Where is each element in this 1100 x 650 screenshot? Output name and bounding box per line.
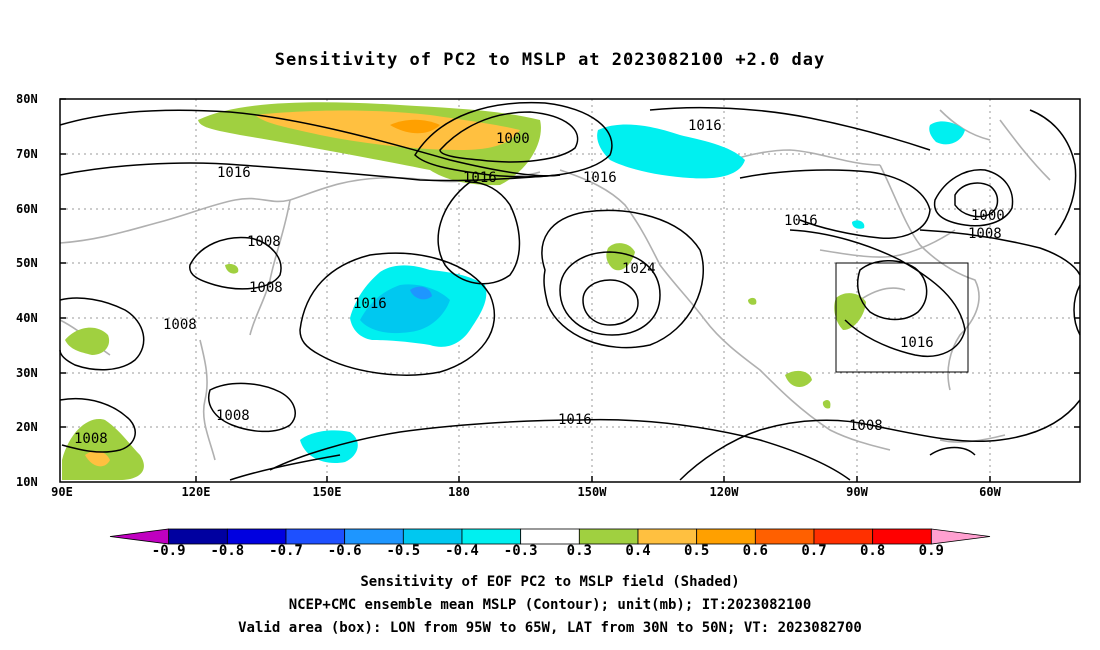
colorbar-swatch [872,528,932,545]
lat-label: 10N [16,475,38,489]
contour-label: 1016 [784,213,818,229]
lat-label: 20N [16,420,38,434]
colorbar-label: -0.5 [386,543,421,559]
lat-label: 80N [16,92,38,106]
contour-labels: 1000 1016 1016 1016 1016 1008 1008 1024 … [74,118,1005,447]
contour-label: 1016 [900,335,934,351]
colorbar-label: -0.8 [210,543,245,559]
colorbar-label: 0.4 [625,543,651,559]
coastlines [59,109,1051,461]
colorbar-label: 0.5 [684,543,710,559]
colorbar-swatch [285,528,346,545]
valid-area-box [835,262,969,373]
caption-line-1: Sensitivity of EOF PC2 to MSLP field (Sh… [360,574,740,590]
contour-label: 1008 [247,234,281,250]
colorbar-label: 0.6 [742,543,768,559]
colorbar-label: -0.3 [503,543,538,559]
contour-label: 1016 [583,170,617,186]
contour-label: 1000 [971,208,1005,224]
lon-label: 120W [709,485,739,499]
contour-label: 1016 [463,170,497,186]
grid-lines [60,99,1080,482]
colorbar-swatch [578,528,639,545]
colorbar-swatch [109,528,170,545]
colorbar-label: -0.4 [445,543,479,559]
lat-label: 70N [16,147,38,161]
lat-label: 30N [16,366,38,380]
colorbar-swatch [696,528,756,545]
shaded-negative-regions [300,121,965,464]
contour-label: 1008 [74,431,108,447]
colorbar-swatch [813,528,874,545]
contour-label: 1008 [163,317,197,333]
colorbar-swatch [461,528,522,545]
contour-label: 1008 [216,408,250,424]
lon-label: 150W [577,485,607,499]
colorbar-label: -0.6 [327,543,362,559]
contour-label: 1008 [968,226,1002,242]
lon-label: 90E [51,485,73,499]
colorbar-swatch [402,528,463,545]
colorbar-swatch [344,528,404,545]
colorbar-label: 0.3 [566,543,592,559]
contour-label: 1008 [249,280,283,296]
contour-label: 1016 [353,296,387,312]
colorbar-label: -0.7 [269,543,303,559]
lat-label: 60N [16,202,38,216]
lat-label: 50N [16,256,38,270]
contour-label: 1016 [217,165,251,181]
contour-label: 1008 [849,418,883,434]
lon-label: 60W [979,485,1001,499]
contour-label: 1016 [558,412,592,428]
mslp-contours [59,101,1081,481]
colorbar-swatch [754,528,815,545]
map-frame [59,98,1081,483]
colorbar-swatch [226,528,287,545]
chart-title: Sensitivity of PC2 to MSLP at 2023082100… [274,50,826,70]
tick-marks [60,98,1080,482]
colorbar [109,528,991,545]
colorbar-swatch [637,528,698,545]
lon-label: 180 [448,485,470,499]
contour-label: 1000 [496,131,530,147]
caption-line-3: Valid area (box): LON from 95W to 65W, L… [238,620,862,636]
lat-label: 40N [16,311,38,325]
map-background [60,99,1080,482]
colorbar-swatch [930,528,991,545]
lon-label: 120E [181,485,211,499]
colorbar-swatch [520,528,580,545]
colorbar-swatch [168,528,228,545]
colorbar-label: 0.8 [860,543,886,559]
colorbar-label: 0.9 [918,543,944,559]
colorbar-label: 0.7 [801,543,827,559]
contour-label: 1016 [688,118,722,134]
lon-label: 150E [312,485,342,499]
colorbar-label: -0.9 [151,543,186,559]
lon-label: 90W [846,485,868,499]
contour-label: 1024 [622,261,656,277]
caption-line-2: NCEP+CMC ensemble mean MSLP (Contour); u… [288,597,812,613]
